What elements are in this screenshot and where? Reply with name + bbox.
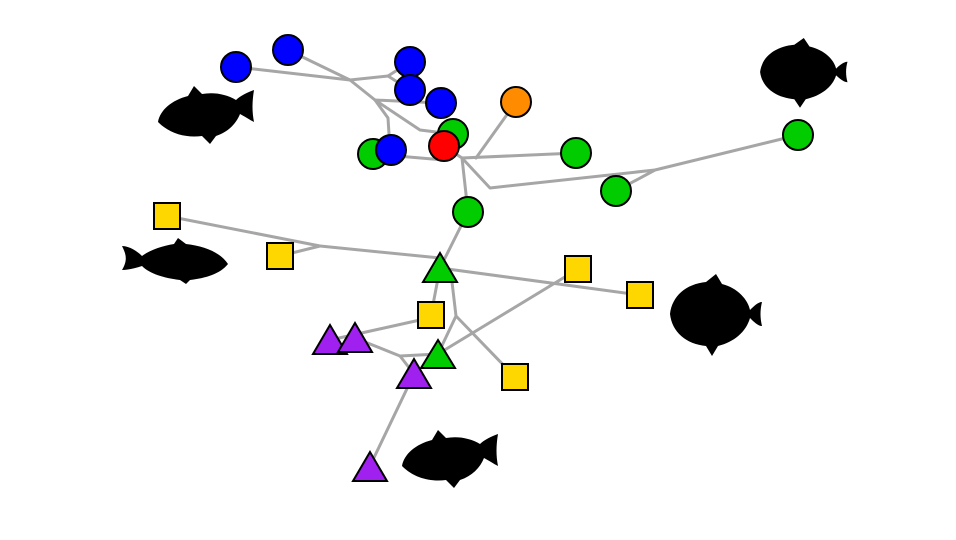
square-node-yellow	[153, 202, 181, 230]
square-node-yellow	[501, 363, 529, 391]
circle-node-blue	[272, 34, 304, 66]
edge	[368, 372, 416, 468]
square-node-yellow	[626, 281, 654, 309]
edge	[234, 65, 352, 82]
triangle-node-green	[419, 338, 457, 369]
edge	[460, 133, 800, 190]
square-node-yellow	[417, 301, 445, 329]
edge	[460, 151, 578, 160]
square-node-yellow	[266, 242, 294, 270]
circle-node-blue	[425, 87, 457, 119]
triangle-node-purple	[336, 321, 374, 353]
piranha-silhouette-upper-left	[158, 86, 254, 144]
circle-node-orange	[500, 86, 532, 118]
circle-node-blue	[220, 51, 252, 83]
edge	[450, 280, 517, 379]
circle-node-green	[600, 175, 632, 207]
network-edges	[165, 48, 800, 468]
piranha-silhouette-bottom	[402, 430, 498, 488]
discus-silhouette-right	[670, 274, 762, 356]
edge	[436, 267, 580, 356]
circle-node-blue	[394, 74, 426, 106]
circle-node-red	[428, 130, 460, 162]
triangle-node-green	[421, 251, 459, 283]
edge	[328, 318, 422, 342]
circle-node-green	[560, 137, 592, 169]
circle-node-blue	[375, 134, 407, 166]
triangle-node-purple	[351, 450, 389, 482]
circle-node-blue	[394, 46, 426, 78]
network-nodes	[153, 34, 814, 482]
circle-node-green	[782, 119, 814, 151]
circle-node-green	[452, 196, 484, 228]
discus-silhouette-upper-right	[760, 38, 848, 108]
square-node-yellow	[564, 255, 592, 283]
edge	[438, 266, 642, 297]
tetra-silhouette-left	[122, 238, 228, 284]
triangle-node-purple	[311, 323, 349, 355]
triangle-node-purple	[395, 357, 433, 389]
